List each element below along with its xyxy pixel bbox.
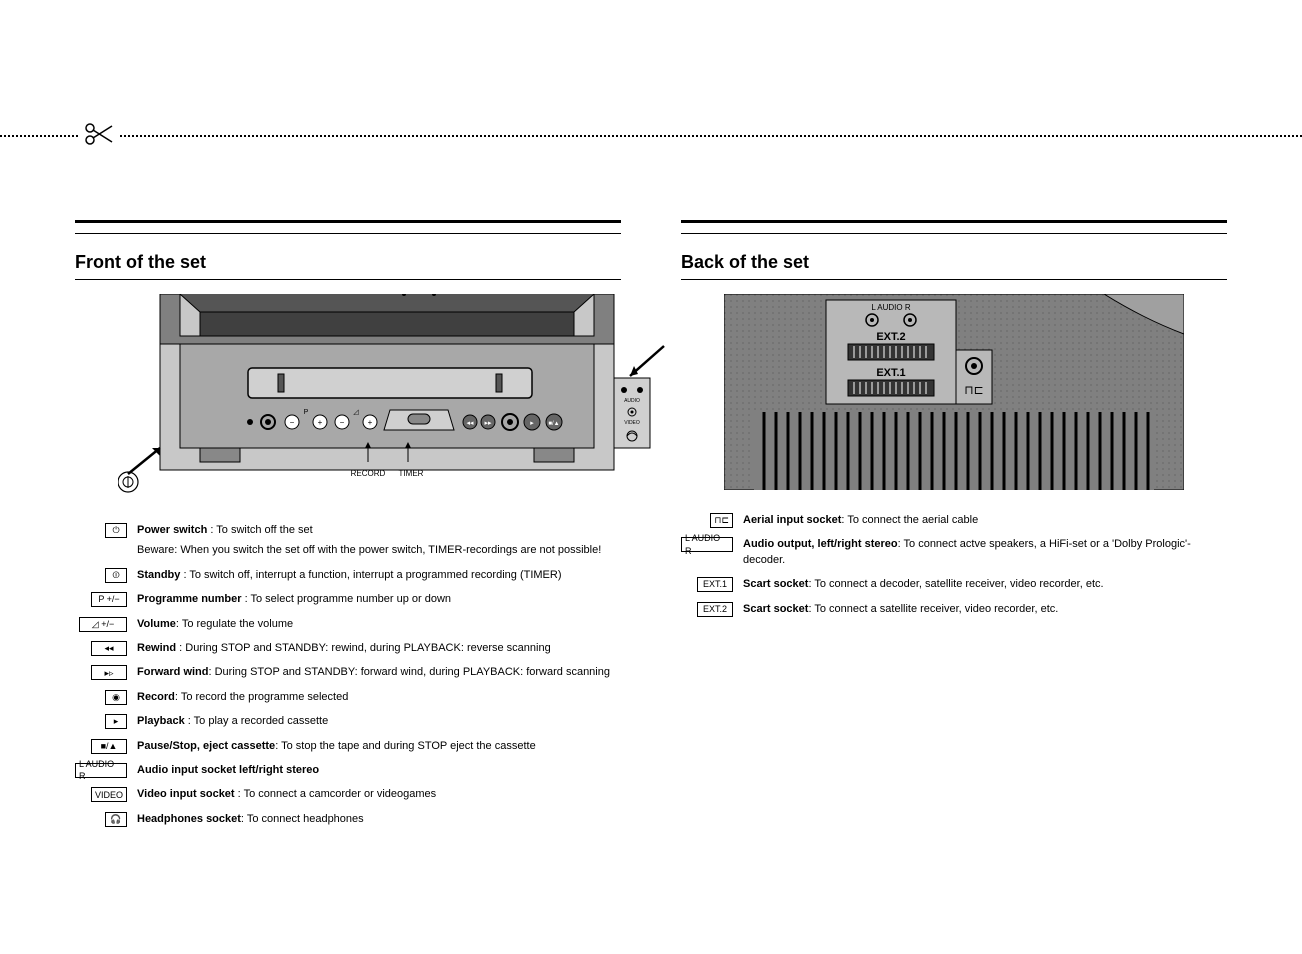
section-title-back: Back of the set — [681, 252, 1227, 273]
divider — [75, 220, 621, 223]
divider — [681, 279, 1227, 280]
legend-row-ext2: EXT.2 Scart socket: To connect a satelli… — [681, 602, 1227, 617]
svg-text:RECORD: RECORD — [351, 469, 386, 478]
aerial-icon: ⊓⊏ — [710, 513, 733, 528]
legend-row-rewind: ◂◂ Rewind : During STOP and STANDBY: rew… — [75, 641, 621, 656]
divider — [681, 220, 1227, 223]
svg-text:P: P — [304, 409, 309, 416]
front-diagram: − P + − ◿ + ◂◂ ▸▸ ▸ ■/▲ AUDIO VIDEO — [118, 294, 578, 505]
video-icon: VIDEO — [91, 787, 127, 802]
legend-row-forward: ▸▹ Forward wind: During STOP and STANDBY… — [75, 665, 621, 680]
scissors-icon — [78, 118, 118, 155]
svg-text:VIDEO: VIDEO — [624, 420, 640, 426]
l-audio-r-icon: L AUDIO R — [75, 763, 127, 778]
legend-row-pause: ■/▲ Pause/Stop, eject cassette: To stop … — [75, 739, 621, 754]
svg-text:⊓⊏: ⊓⊏ — [964, 383, 983, 397]
legend-row-record: ◉ Record: To record the programme select… — [75, 690, 621, 705]
svg-text:EXT.2: EXT.2 — [876, 331, 905, 343]
divider — [681, 233, 1227, 234]
pause-stop-icon: ■/▲ — [91, 739, 127, 754]
power-icon: ⏻ — [105, 523, 127, 538]
svg-text:+: + — [368, 418, 373, 427]
legend-row-playback: ▸ Playback : To play a recorded cassette — [75, 714, 621, 729]
svg-text:◿: ◿ — [353, 409, 359, 416]
legend-row-power: ⏻ Power switch : To switch off the set — [75, 523, 621, 538]
svg-text:EXT.1: EXT.1 — [876, 367, 905, 379]
ext2-icon: EXT.2 — [697, 602, 733, 617]
legend-row-audio-out: L AUDIO R Audio output, left/right stere… — [681, 537, 1227, 568]
programme-icon: P +/− — [91, 592, 127, 607]
svg-text:▸▸: ▸▸ — [484, 420, 492, 427]
l-audio-r-icon: L AUDIO R — [681, 537, 733, 552]
front-column: Front of the set − P + − — [75, 220, 621, 836]
section-title-front: Front of the set — [75, 252, 621, 273]
standby-icon: ⏼ — [105, 568, 127, 583]
legend-row-headphones: 🎧 Headphones socket: To connect headphon… — [75, 812, 621, 827]
svg-text:AUDIO: AUDIO — [624, 398, 640, 404]
legend-row-video: VIDEO Video input socket : To connect a … — [75, 787, 621, 802]
playback-icon: ▸ — [105, 714, 127, 729]
rewind-icon: ◂◂ — [91, 641, 127, 656]
svg-text:−: − — [290, 418, 295, 427]
svg-text:TIMER: TIMER — [399, 469, 424, 478]
cut-line — [0, 135, 1302, 137]
legend-row-laudior: L AUDIO R Audio input socket left/right … — [75, 763, 621, 778]
svg-text:▸: ▸ — [530, 420, 534, 427]
legend-row-standby: ⏼ Standby : To switch off, interrupt a f… — [75, 568, 621, 583]
legend-row-programme: P +/− Programme number : To select progr… — [75, 592, 621, 607]
divider — [75, 279, 621, 280]
legend-row-beware: Beware: When you switch the set off with… — [75, 543, 621, 558]
svg-text:−: − — [340, 418, 345, 427]
front-legend: ⏻ Power switch : To switch off the set B… — [75, 523, 621, 827]
back-column: Back of the set L AUDIO R EXT.2 — [681, 220, 1227, 836]
divider — [75, 233, 621, 234]
ext1-icon: EXT.1 — [697, 577, 733, 592]
svg-text:◂◂: ◂◂ — [466, 420, 474, 427]
svg-text:■/▲: ■/▲ — [548, 421, 559, 427]
volume-icon: ◿ +/− — [79, 617, 127, 632]
forward-icon: ▸▹ — [91, 665, 127, 680]
back-legend: ⊓⊏ Aerial input socket: To connect the a… — [681, 513, 1227, 617]
headphones-icon: 🎧 — [105, 812, 127, 827]
legend-row-aerial: ⊓⊏ Aerial input socket: To connect the a… — [681, 513, 1227, 528]
svg-text:+: + — [318, 418, 323, 427]
legend-row-ext1: EXT.1 Scart socket: To connect a decoder… — [681, 577, 1227, 592]
legend-row-volume: ◿ +/− Volume: To regulate the volume — [75, 617, 621, 632]
record-icon: ◉ — [105, 690, 127, 705]
back-diagram: L AUDIO R EXT.2 EXT.1 ⊓⊏ — [724, 294, 1184, 495]
svg-text:L AUDIO R: L AUDIO R — [871, 303, 910, 312]
